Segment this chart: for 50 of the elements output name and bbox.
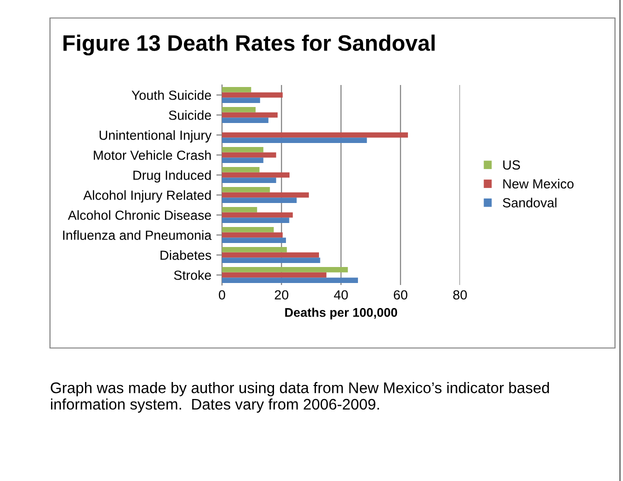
bar: [222, 232, 283, 238]
bar: [222, 187, 270, 192]
x-tick-label: 0: [218, 290, 226, 300]
bar: [222, 107, 256, 112]
bar: [222, 278, 358, 283]
bar: [222, 138, 367, 143]
bar: [222, 118, 268, 123]
y-tick-label: Stroke: [174, 270, 211, 280]
bar: [222, 227, 274, 232]
y-tick-label: Drug Induced: [133, 170, 211, 183]
bar: [222, 212, 293, 218]
bar: [222, 87, 252, 92]
y-tick-label: Alcohol Injury Related: [83, 190, 211, 203]
x-tick-label: 80: [453, 290, 467, 300]
bar: [222, 152, 276, 158]
bar: [222, 172, 290, 178]
bar: [222, 92, 283, 98]
bar: [222, 198, 297, 203]
x-tick-label: 20: [274, 290, 288, 300]
y-tick-label: Motor Vehicle Crash: [94, 150, 211, 160]
bar: [222, 192, 309, 198]
y-tick-label: Youth Suicide: [132, 90, 211, 100]
bar: [222, 112, 278, 118]
bar: [222, 167, 260, 172]
bar: [222, 207, 258, 212]
bar: [222, 267, 348, 272]
bar: [222, 272, 326, 278]
x-axis-title: Deaths per 100,000: [285, 308, 398, 320]
chart-title: Figure 13 Death Rates for Sandoval: [63, 34, 435, 56]
text: Graph was made by author using data from New Mexico’s indicator based information system. Dates vary from 2006-2009.: [50, 382, 549, 413]
bar: [222, 258, 320, 263]
bar: [222, 98, 260, 103]
legend-label: New Mexico: [503, 178, 574, 189]
bar: [222, 218, 290, 223]
bar: [222, 147, 264, 152]
bar: [222, 178, 276, 183]
bar: [222, 158, 264, 163]
bar: [222, 132, 408, 138]
bar: [222, 247, 287, 252]
bar: [222, 252, 319, 258]
legend-label: US: [503, 160, 520, 170]
y-tick-label: Diabetes: [160, 250, 212, 260]
y-tick-label: Alcohol Chronic Disease: [68, 210, 212, 220]
y-tick-label: Suicide: [168, 110, 211, 120]
x-tick-label: 60: [394, 290, 408, 300]
y-tick-label: Unintentional Injury: [100, 130, 212, 143]
y-tick-label: Influenza and Pneumonia: [63, 230, 212, 240]
legend-label: Sandoval: [502, 198, 556, 208]
bar: [222, 238, 286, 243]
x-tick-label: 40: [334, 290, 348, 300]
